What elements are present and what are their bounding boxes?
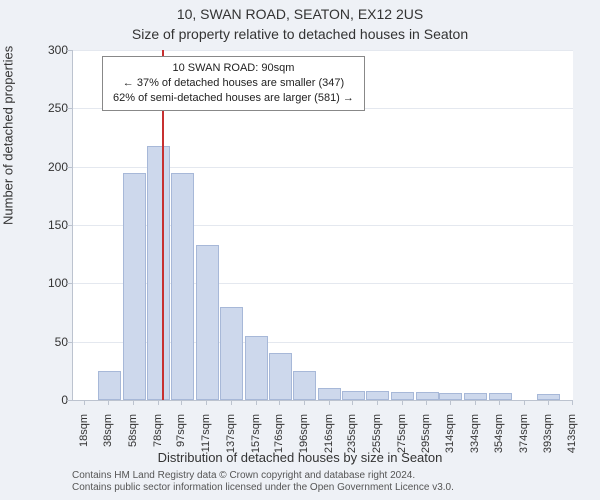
x-tick-mark bbox=[206, 400, 207, 405]
x-tick-label: 354sqm bbox=[493, 414, 505, 464]
x-tick-mark bbox=[279, 400, 280, 405]
x-tick-mark bbox=[108, 400, 109, 405]
x-tick-mark bbox=[475, 400, 476, 405]
annotation-line-2: ← 37% of detached houses are smaller (34… bbox=[113, 76, 354, 91]
x-tick-mark bbox=[133, 400, 134, 405]
x-tick-mark bbox=[256, 400, 257, 405]
x-tick-label: 196sqm bbox=[298, 414, 310, 464]
y-tick-mark bbox=[67, 400, 72, 401]
x-tick-mark bbox=[377, 400, 378, 405]
x-tick-label: 137sqm bbox=[225, 414, 237, 464]
y-tick-label: 100 bbox=[28, 276, 68, 290]
annotation-box: 10 SWAN ROAD: 90sqm← 37% of detached hou… bbox=[102, 56, 365, 111]
y-tick-label: 50 bbox=[28, 335, 68, 349]
histogram-bar bbox=[245, 336, 268, 400]
y-tick-label: 0 bbox=[28, 393, 68, 407]
x-tick-mark bbox=[231, 400, 232, 405]
histogram-bar bbox=[171, 173, 194, 401]
histogram-bar bbox=[220, 307, 243, 400]
x-tick-mark bbox=[450, 400, 451, 405]
x-tick-label: 413sqm bbox=[566, 414, 578, 464]
x-tick-mark bbox=[329, 400, 330, 405]
x-tick-mark bbox=[158, 400, 159, 405]
footer-line-1: Contains HM Land Registry data © Crown c… bbox=[72, 470, 454, 482]
x-tick-mark bbox=[548, 400, 549, 405]
x-tick-label: 216sqm bbox=[323, 414, 335, 464]
histogram-bar bbox=[98, 371, 121, 400]
histogram-bar bbox=[342, 391, 365, 400]
histogram-bar bbox=[489, 393, 512, 400]
x-tick-label: 334sqm bbox=[469, 414, 481, 464]
x-tick-label: 275sqm bbox=[396, 414, 408, 464]
x-tick-label: 314sqm bbox=[444, 414, 456, 464]
footer-line-2: Contains public sector information licen… bbox=[72, 482, 454, 494]
x-tick-mark bbox=[524, 400, 525, 405]
gridline bbox=[73, 50, 573, 51]
x-tick-label: 78sqm bbox=[152, 414, 164, 464]
x-tick-mark bbox=[352, 400, 353, 405]
x-tick-label: 97sqm bbox=[175, 414, 187, 464]
histogram-bar bbox=[537, 394, 560, 400]
histogram-bar bbox=[123, 173, 146, 401]
x-tick-mark bbox=[304, 400, 305, 405]
y-tick-mark bbox=[67, 283, 72, 284]
histogram-bar bbox=[147, 146, 170, 400]
x-tick-label: 374sqm bbox=[518, 414, 530, 464]
y-tick-mark bbox=[67, 225, 72, 226]
histogram-bar bbox=[269, 353, 292, 400]
title-subtitle: Size of property relative to detached ho… bbox=[0, 26, 600, 42]
x-tick-mark bbox=[499, 400, 500, 405]
x-tick-mark bbox=[426, 400, 427, 405]
histogram-bar bbox=[196, 245, 219, 400]
x-tick-label: 235sqm bbox=[346, 414, 358, 464]
histogram-bar bbox=[439, 393, 462, 400]
y-axis-label: Number of detached properties bbox=[1, 46, 16, 225]
y-tick-mark bbox=[67, 50, 72, 51]
x-tick-mark bbox=[572, 400, 573, 405]
y-tick-mark bbox=[67, 342, 72, 343]
x-tick-mark bbox=[84, 400, 85, 405]
x-tick-label: 58sqm bbox=[127, 414, 139, 464]
y-tick-label: 200 bbox=[28, 160, 68, 174]
y-tick-label: 300 bbox=[28, 43, 68, 57]
histogram-bar bbox=[416, 392, 439, 400]
x-tick-label: 255sqm bbox=[371, 414, 383, 464]
y-tick-mark bbox=[67, 167, 72, 168]
annotation-line-1: 10 SWAN ROAD: 90sqm bbox=[113, 61, 354, 76]
chart-container: 10, SWAN ROAD, SEATON, EX12 2US Size of … bbox=[0, 0, 600, 500]
y-tick-label: 250 bbox=[28, 101, 68, 115]
y-tick-mark bbox=[67, 108, 72, 109]
histogram-bar bbox=[318, 388, 341, 400]
x-tick-mark bbox=[402, 400, 403, 405]
histogram-bar bbox=[293, 371, 316, 400]
x-tick-label: 295sqm bbox=[420, 414, 432, 464]
x-tick-mark bbox=[181, 400, 182, 405]
y-tick-label: 150 bbox=[28, 218, 68, 232]
x-tick-label: 157sqm bbox=[250, 414, 262, 464]
x-tick-label: 393sqm bbox=[542, 414, 554, 464]
histogram-bar bbox=[366, 391, 389, 400]
title-address: 10, SWAN ROAD, SEATON, EX12 2US bbox=[0, 6, 600, 22]
histogram-bar bbox=[391, 392, 414, 400]
histogram-bar bbox=[464, 393, 487, 400]
x-tick-label: 18sqm bbox=[78, 414, 90, 464]
annotation-line-3: 62% of semi-detached houses are larger (… bbox=[113, 91, 354, 106]
x-tick-label: 117sqm bbox=[200, 414, 212, 464]
x-tick-label: 38sqm bbox=[102, 414, 114, 464]
x-tick-label: 176sqm bbox=[273, 414, 285, 464]
footer-attribution: Contains HM Land Registry data © Crown c… bbox=[72, 470, 454, 494]
